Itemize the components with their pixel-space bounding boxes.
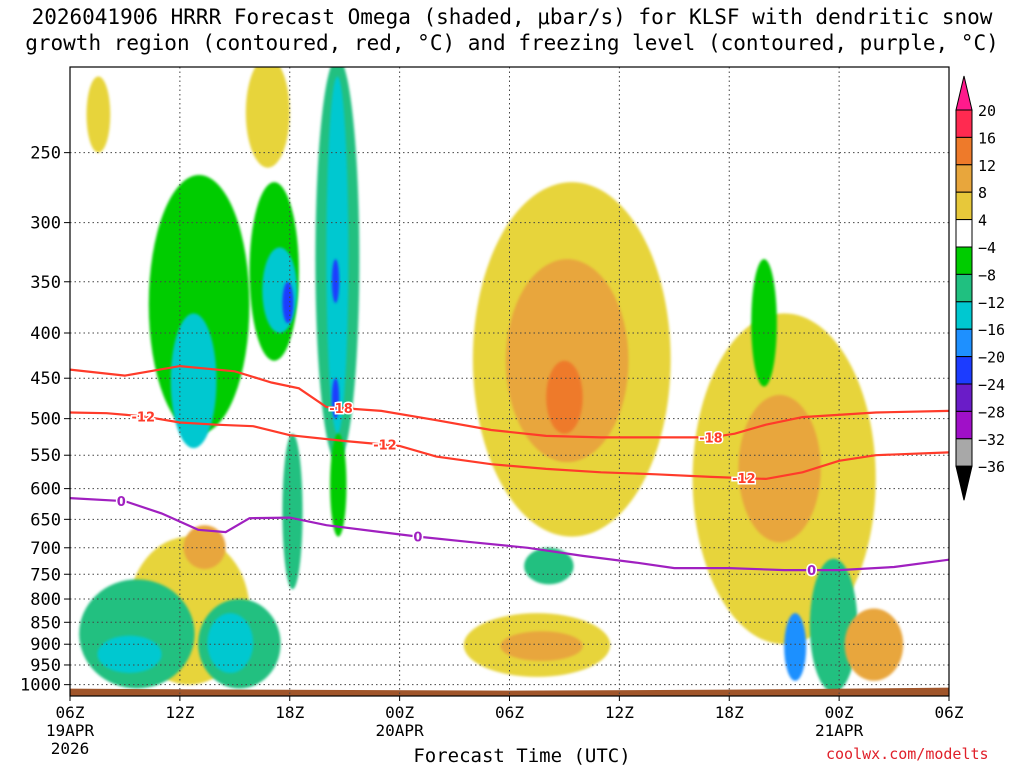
y-tick-label-750: 750 xyxy=(30,565,61,585)
x-tick-label-36-0: 18Z xyxy=(715,703,744,722)
colorbar-swatch-6 xyxy=(955,273,973,303)
omega-area-small-blue-late xyxy=(784,613,807,681)
omega-area-upper-left-yellow xyxy=(86,76,111,153)
title-line-2: growth region (contoured, red, °C) and f… xyxy=(25,31,999,55)
contour-lines: -18 -18 -12 -12 -12 0 0 0 xyxy=(70,364,949,581)
y-tick-label-250: 250 xyxy=(30,144,61,164)
colorbar-label-2: 12 xyxy=(978,157,996,175)
dgz-contour-0 xyxy=(70,364,949,439)
y-tick-label-950: 950 xyxy=(30,656,61,676)
dgz-contour-0-label-1: -18 xyxy=(699,431,723,446)
colorbar-swatch-9 xyxy=(955,356,973,385)
colorbar-label-12: −32 xyxy=(978,431,1005,449)
omega-area-green-patch-21z xyxy=(524,547,574,585)
omega-area-low-orange-sw xyxy=(183,525,226,570)
colorbar-label-5: −4 xyxy=(978,239,996,257)
colorbar-swatch-5 xyxy=(955,246,973,275)
dgz-contour-1 xyxy=(70,411,949,481)
colorbar-bottom-arrow xyxy=(955,465,973,501)
x-tick-label-0-0: 06Z xyxy=(56,703,85,722)
colorbar-swatch-7 xyxy=(955,301,973,330)
omega-area-blue-core-b xyxy=(331,259,340,304)
y-tick-label-300: 300 xyxy=(30,214,61,234)
y-tick-label-400: 400 xyxy=(30,324,61,344)
freezing-level-contour-label-1: 0 xyxy=(413,531,422,546)
omega-area-deep-orange-core xyxy=(546,360,583,434)
y-tick-label-600: 600 xyxy=(30,480,61,500)
colorbar-swatch-8 xyxy=(955,328,973,358)
y-tick-label-1000: 1000 xyxy=(20,676,61,696)
x-tick-label-12-0: 18Z xyxy=(275,703,304,722)
dgz-contour-0-label-0: -18 xyxy=(329,402,353,417)
omega-area-low-cyan-mid xyxy=(207,613,254,673)
y-tick-label-500: 500 xyxy=(30,410,61,430)
colorbar-label-8: −16 xyxy=(978,321,1005,339)
colorbar-label-0: 20 xyxy=(978,102,996,120)
y-tick-label-700: 700 xyxy=(30,539,61,559)
x-tick-label-30-0: 12Z xyxy=(605,703,634,722)
colorbar-label-10: −24 xyxy=(978,376,1005,394)
colorbar-swatch-2 xyxy=(955,164,973,193)
dgz-contour-1-label-1: -12 xyxy=(373,439,397,454)
omega-area-late-green-thin xyxy=(330,433,347,537)
omega-area-right-orange-late xyxy=(738,394,821,543)
colorbar: 20 16 12 8 4 −4 −8 −12 −16 −20 −24 −28 −32 −36 xyxy=(955,75,1005,501)
omega-area-low-orange-mid xyxy=(500,631,583,661)
y-tick-label-800: 800 xyxy=(30,590,61,610)
x-tick-label-18-1: 20APR xyxy=(376,721,425,740)
omega-area-orange-20apr-mid xyxy=(505,259,629,463)
y-tick-label-550: 550 xyxy=(30,446,61,466)
y-tick-label-900: 900 xyxy=(30,635,61,655)
colorbar-label-13: −36 xyxy=(978,458,1005,476)
x-tick-label-0-1: 19APR xyxy=(46,721,95,740)
y-tick-label-650: 650 xyxy=(30,510,61,530)
colorbar-swatch-11 xyxy=(955,410,973,440)
omega-area-cyan-col-b xyxy=(326,76,349,434)
freezing-level-contour xyxy=(70,497,949,572)
omega-area-green-col-late xyxy=(751,259,777,387)
y-tick-label-450: 450 xyxy=(30,369,61,389)
y-tick-label-350: 350 xyxy=(30,273,61,293)
x-tick-label-48-0: 06Z xyxy=(935,703,964,722)
colorbar-swatch-3 xyxy=(955,191,973,221)
colorbar-swatch-12 xyxy=(955,438,973,467)
dgz-contour-1-label-0: -12 xyxy=(132,410,156,425)
credit-text: coolwx.com/modelts xyxy=(826,745,989,763)
chart-title: 2026041906 HRRR Forecast Omega (shaded, … xyxy=(0,4,1024,56)
title-line-1: 2026041906 HRRR Forecast Omega (shaded, … xyxy=(31,5,993,29)
omega-shading xyxy=(70,67,949,696)
omega-area-green-ring xyxy=(809,558,858,693)
x-tick-label-6-0: 12Z xyxy=(165,703,194,722)
omega-area-top-right-yellow xyxy=(245,67,290,168)
colorbar-swatch-1 xyxy=(955,136,973,166)
colorbar-label-3: 8 xyxy=(978,184,987,202)
freezing-level-contour-label-2: 0 xyxy=(807,564,816,579)
x-tick-label-42-0: 00Z xyxy=(825,703,854,722)
colorbar-label-4: 4 xyxy=(978,212,987,230)
x-tick-label-0-2: 2026 xyxy=(51,739,90,758)
omega-area-mid-green-18z xyxy=(282,433,303,590)
omega-area-early-cyan xyxy=(170,313,217,449)
colorbar-swatch-0 xyxy=(955,109,973,138)
colorbar-label-11: −28 xyxy=(978,403,1005,421)
colorbar-label-1: 16 xyxy=(978,129,996,147)
colorbar-label-7: −12 xyxy=(978,294,1005,312)
colorbar-label-6: −8 xyxy=(978,266,996,284)
y-tick-label-850: 850 xyxy=(30,613,61,633)
x-tick-label-18-0: 00Z xyxy=(385,703,414,722)
colorbar-label-9: −20 xyxy=(978,349,1005,367)
omega-area-orange-ring-late xyxy=(844,608,904,681)
omega-area-blue-core-a xyxy=(282,281,294,324)
y-axis: 2503003504004505005506006507007508008509… xyxy=(20,144,70,696)
colorbar-swatch-4 xyxy=(955,219,973,248)
freezing-level-contour-label-0: 0 xyxy=(117,495,126,510)
dgz-contour-1-label-2: -12 xyxy=(732,472,756,487)
x-tick-label-24-0: 06Z xyxy=(495,703,524,722)
colorbar-top-arrow xyxy=(955,75,973,111)
omega-area-low-cyan-left xyxy=(97,635,162,673)
colorbar-swatch-10 xyxy=(955,383,973,412)
x-tick-label-42-1: 21APR xyxy=(815,721,864,740)
